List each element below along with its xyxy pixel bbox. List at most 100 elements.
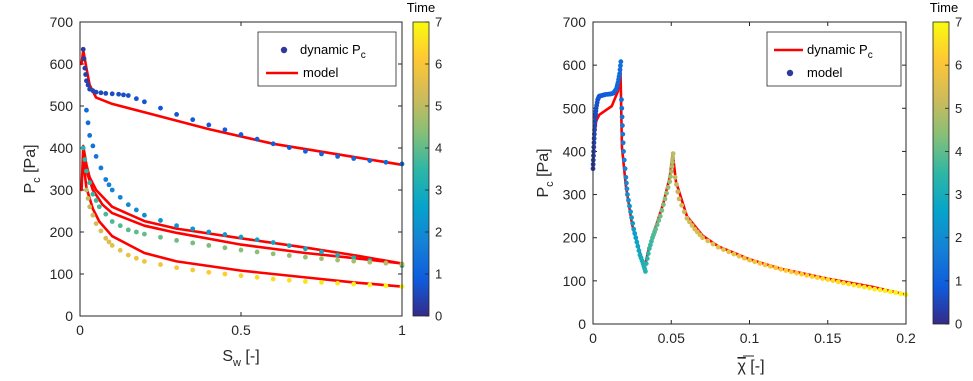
dynamic-point xyxy=(705,238,711,244)
dynamic-point xyxy=(142,212,147,218)
x-tick-label: 0.1 xyxy=(740,330,760,346)
dynamic-point xyxy=(383,283,389,289)
dynamic-point xyxy=(335,280,340,286)
right-colorbar: Time 0 1 2 3 4 5 6 7 xyxy=(930,0,962,332)
dynamic-point xyxy=(799,271,805,277)
dynamic-point xyxy=(125,252,131,258)
dynamic-point xyxy=(142,99,147,105)
dynamic-point xyxy=(133,96,139,102)
dynamic-point xyxy=(893,290,898,296)
dynamic-point xyxy=(87,180,93,186)
right-y-axis-label: Pc [Pa] xyxy=(535,148,556,197)
colorbar-tick-label: 3 xyxy=(435,183,442,198)
dynamic-point xyxy=(592,123,598,128)
dynamic-point xyxy=(174,238,180,243)
dynamic-point xyxy=(206,229,212,235)
dynamic-point xyxy=(190,117,196,123)
dynamic-point xyxy=(335,154,340,159)
dynamic-point xyxy=(190,267,196,273)
dynamic-point xyxy=(158,105,163,111)
dynamic-point xyxy=(238,234,244,240)
y-tick-label: 400 xyxy=(50,140,74,156)
colorbar-tick-label: 2 xyxy=(435,225,442,240)
dynamic-point xyxy=(687,219,692,225)
dynamic-point xyxy=(670,151,676,156)
right-legend-box xyxy=(766,31,902,87)
left-colorbar-title: Time xyxy=(407,0,435,15)
dynamic-point xyxy=(623,174,629,180)
dynamic-point xyxy=(222,127,228,133)
dynamic-point xyxy=(319,256,324,262)
left-legend-box xyxy=(257,31,397,87)
dynamic-point xyxy=(351,281,357,287)
dynamic-point xyxy=(670,155,676,161)
dynamic-point xyxy=(621,149,626,154)
dynamic-point xyxy=(303,279,308,284)
dynamic-point xyxy=(618,59,624,65)
dynamic-point xyxy=(635,243,641,249)
dynamic-point xyxy=(619,97,624,103)
dynamic-point xyxy=(898,291,904,297)
dynamic-point xyxy=(84,107,89,113)
x-tick-label: 0.05 xyxy=(658,330,685,346)
dynamic-point xyxy=(668,169,674,174)
dynamic-point xyxy=(206,269,212,275)
dynamic-point xyxy=(351,156,357,161)
dynamic-point xyxy=(109,243,115,248)
dynamic-point xyxy=(90,143,96,149)
dynamic-point xyxy=(93,154,99,159)
y-tick-label: 700 xyxy=(50,14,74,30)
dynamic-point xyxy=(222,232,228,237)
left-x-axis-label: Sw [-] xyxy=(222,348,259,369)
dynamic-point xyxy=(633,235,639,241)
y-tick-label: 600 xyxy=(563,57,587,73)
y-tick-label: 200 xyxy=(563,230,587,246)
dynamic-point xyxy=(303,148,308,154)
left-legend: dynamic Pc model xyxy=(257,31,397,87)
dynamic-point xyxy=(623,180,629,186)
dynamic-point xyxy=(125,202,131,208)
right-colorbar-title: Time xyxy=(930,0,958,15)
dynamic-point xyxy=(656,218,662,223)
dynamic-point xyxy=(700,235,705,241)
colorbar-tick-label: 1 xyxy=(955,273,962,288)
dynamic-point xyxy=(846,281,852,287)
dynamic-point xyxy=(85,196,91,201)
dynamic-point xyxy=(222,271,228,277)
dynamic-point xyxy=(721,247,726,252)
dynamic-point xyxy=(867,285,872,291)
model-line xyxy=(80,48,404,167)
dynamic-point xyxy=(622,166,628,172)
y-tick-label: 300 xyxy=(50,182,74,198)
dynamic-point xyxy=(619,105,625,111)
dynamic-point xyxy=(715,244,721,250)
x-tick-label: 0.2 xyxy=(896,330,916,346)
dynamic-point xyxy=(286,145,292,150)
dynamic-point xyxy=(625,192,630,197)
dynamic-point xyxy=(103,91,109,96)
right-legend: dynamic Pc model xyxy=(766,31,902,87)
dynamic-point xyxy=(383,260,389,266)
left-tick-labels: 0 0.5 1 0 100 200 300 400 500 600 700 xyxy=(50,14,406,338)
dynamic-point xyxy=(367,259,373,265)
dynamic-point xyxy=(319,280,324,285)
dynamic-point xyxy=(109,91,115,97)
colorbar-tick-label: 4 xyxy=(955,144,962,159)
dynamic-point xyxy=(664,190,669,196)
dynamic-point xyxy=(98,228,104,234)
dynamic-point xyxy=(618,63,623,69)
dynamic-point xyxy=(270,141,276,147)
dynamic-point xyxy=(98,90,104,96)
dynamic-point xyxy=(592,118,598,124)
dynamic-point xyxy=(133,255,139,261)
colorbar-tick-label: 2 xyxy=(955,230,962,245)
dynamic-point xyxy=(668,174,673,180)
dynamic-point xyxy=(142,231,147,237)
right-plot-frame xyxy=(592,21,907,325)
dynamic-point xyxy=(90,191,96,197)
dynamic-point xyxy=(736,253,742,259)
dynamic-point xyxy=(96,204,102,210)
dynamic-point xyxy=(286,253,292,258)
dynamic-point xyxy=(621,157,627,163)
dynamic-point xyxy=(174,223,180,229)
